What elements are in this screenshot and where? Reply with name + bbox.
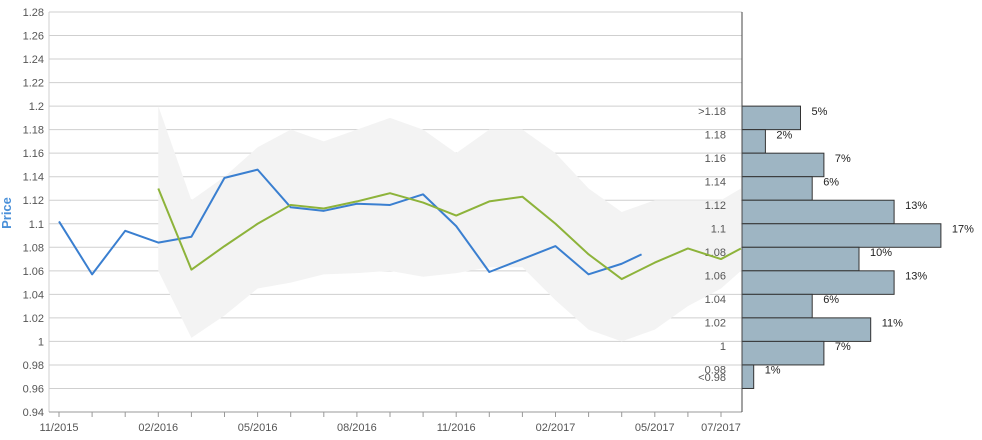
histogram-bar: [741, 223, 942, 248]
histogram-bucket-label: 1.06: [705, 271, 726, 283]
forecast-range-band: [158, 106, 741, 342]
histogram-bucket-label: >1.18: [698, 106, 726, 118]
y-tick-label: 1.22: [23, 78, 44, 90]
histogram-bar: [741, 105, 801, 131]
histogram-bucket-label: 1: [720, 341, 726, 353]
x-tick-label: 11/2016: [437, 422, 476, 434]
y-tick-label: 1.02: [23, 313, 44, 325]
histogram-bar: [741, 317, 872, 342]
x-tick-label: 02/2016: [138, 422, 178, 434]
y-tick-label: 1: [38, 336, 44, 348]
y-tick-label: 0.98: [23, 360, 44, 372]
histogram-bar: [741, 270, 895, 295]
x-tick-label: 07/2017: [701, 422, 741, 434]
price-series-line: [157, 188, 742, 281]
histogram-pct-label: 6%: [823, 176, 839, 188]
histogram-bar: [741, 340, 825, 366]
histogram-pct-label: 1%: [765, 365, 781, 377]
y-tick-label: 1.28: [23, 7, 44, 19]
histogram-bucket-label: 1.04: [705, 294, 726, 306]
x-tick-label: 08/2016: [337, 422, 377, 434]
histogram-bar: [741, 176, 813, 201]
histogram: 5% 2% 7% 6% 13% 17% 10% 13% 6% 11% 7% 1% >1.18 1.18 1.…: [698, 105, 974, 389]
price-series-line: [58, 168, 642, 276]
y-tick-label: 1.1: [29, 219, 44, 231]
histogram-bucket-label: 1.18: [705, 129, 726, 141]
histogram-bucket-label: 1.14: [705, 176, 726, 188]
histogram-pct-label: 6%: [823, 294, 839, 306]
y-tick-label: 1.04: [23, 289, 44, 301]
y-tick-label: 1.14: [23, 172, 44, 184]
y-tick-label: 1.06: [23, 266, 44, 278]
histogram-bucket-label: <0.98: [698, 372, 726, 384]
histogram-pct-label: 7%: [835, 341, 851, 353]
histogram-bucket-label: 1.02: [705, 318, 726, 330]
histogram-pct-label: 10%: [870, 247, 892, 259]
y-tick-label: 1.24: [23, 54, 44, 66]
histogram-pct-label: 13%: [905, 200, 927, 212]
histogram-pct-label: 13%: [905, 271, 927, 283]
price-lines: [58, 168, 742, 281]
histogram-bar: [741, 293, 813, 319]
x-tick-label: 05/2017: [635, 422, 675, 434]
y-tick-label: 1.12: [23, 195, 44, 207]
histogram-pct-label: 2%: [776, 129, 792, 141]
y-tick-label: 1.16: [23, 148, 44, 160]
histogram-bar: [741, 152, 825, 178]
histogram-bar: [741, 199, 895, 225]
histogram-bar: [741, 246, 860, 272]
histogram-bucket-label: 0.98: [705, 365, 726, 377]
y-tick-label: 0.94: [23, 407, 44, 419]
histogram-pct-label: 7%: [835, 153, 851, 165]
x-tick-label: 11/2015: [40, 422, 79, 434]
y-tick-label: 1.08: [23, 242, 44, 254]
histogram-bar: [741, 364, 755, 389]
y-tick-label: 1.18: [23, 125, 44, 137]
range-band: [158, 106, 741, 342]
histogram-bucket-label: 1.1: [711, 224, 726, 236]
y-tick-label: 1.26: [23, 31, 44, 43]
y-tick-label: 0.96: [23, 383, 44, 395]
histogram-bucket-label: 1.12: [705, 200, 726, 212]
histogram-bar: [741, 129, 766, 154]
y-tick-label: 1.2: [29, 101, 44, 113]
axes: 1.28 1.26 1.24 1.22 1.2 1.18 1.16 1.14 1.12 1.1 1.…: [23, 7, 743, 434]
histogram-pct-label: 17%: [952, 224, 974, 236]
histogram-pct-label: 5%: [812, 106, 828, 118]
histogram-pct-label: 11%: [882, 318, 903, 330]
y-axis-title: Price: [0, 197, 14, 229]
histogram-bucket-label: 1.16: [705, 153, 726, 165]
x-tick-label: 05/2016: [238, 422, 278, 434]
x-tick-label: 02/2017: [536, 422, 576, 434]
